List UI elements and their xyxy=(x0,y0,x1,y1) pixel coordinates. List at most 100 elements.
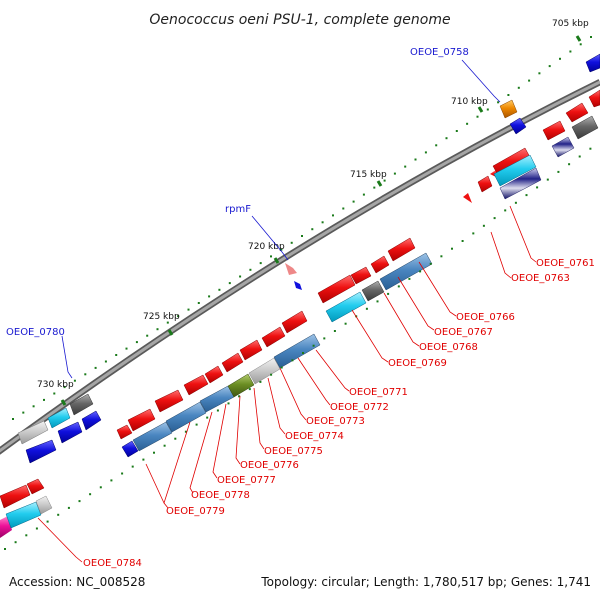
tick-label-710: 710 kbp xyxy=(451,97,488,107)
outer-tick-dot xyxy=(177,315,180,318)
inner-tick-dot xyxy=(440,255,443,258)
gene-label-oeoe-0780[interactable]: OEOE_0780 xyxy=(6,327,65,338)
inner-tick-dot xyxy=(493,217,496,220)
inner-tick-dot xyxy=(365,307,368,310)
gene-label-oeoe-0766[interactable]: OEOE_0766 xyxy=(456,312,515,323)
gene-label-oeoe-0784[interactable]: OEOE_0784 xyxy=(83,558,142,569)
gene-label-oeoe-0772[interactable]: OEOE_0772 xyxy=(330,402,389,413)
inner-tick-dot xyxy=(216,409,219,412)
inner-tick-dot xyxy=(57,513,60,516)
inner-tick-dot xyxy=(546,178,549,181)
blue-gene-labels: OEOE_0758 rpmF OEOE_0780 xyxy=(6,47,469,338)
inner-tick-dot xyxy=(461,240,464,242)
red-leader-lines xyxy=(37,205,537,563)
outer-tick-dot xyxy=(104,360,107,363)
blue-leader-lines xyxy=(61,59,501,379)
inner-tick-dot xyxy=(525,194,528,197)
inner-tick-dot xyxy=(99,486,102,489)
gene-label-rpmf[interactable]: rpmF xyxy=(225,204,251,215)
outer-tick-dot xyxy=(497,101,500,104)
genes-inner-red xyxy=(0,89,600,509)
outer-tick-dot xyxy=(538,72,541,75)
outer-tick-dot xyxy=(373,186,376,189)
inner-tick-dot xyxy=(110,479,113,482)
outer-tick-dot xyxy=(507,94,510,96)
inner-tick-dot xyxy=(67,506,70,509)
outer-tick-dot xyxy=(259,262,262,265)
outer-tick-dot xyxy=(280,248,283,251)
gene-label-oeoe-0758[interactable]: OEOE_0758 xyxy=(410,47,469,58)
inner-tick-dot xyxy=(312,344,315,347)
genes-inner-track2 xyxy=(0,115,599,538)
inner-tick-dot xyxy=(504,209,507,212)
outer-tick-dot xyxy=(270,255,272,258)
inner-tick-dot xyxy=(121,472,124,475)
tick-label-715: 715 kbp xyxy=(350,170,387,180)
outer-tick-dot xyxy=(455,130,458,132)
outer-tick-dot xyxy=(569,50,572,53)
outer-tick-dot xyxy=(352,200,355,203)
outer-tick-dot xyxy=(517,86,520,89)
outer-tick-dot xyxy=(166,321,169,324)
inner-tick-dot xyxy=(131,465,134,468)
gene-label-oeoe-0777[interactable]: OEOE_0777 xyxy=(217,475,276,486)
inner-tick-dot xyxy=(429,262,432,265)
inner-tick-dot xyxy=(259,380,262,383)
gene-label-oeoe-0769[interactable]: OEOE_0769 xyxy=(388,358,447,369)
outer-tick-dot xyxy=(115,354,118,356)
gene-label-oeoe-0767[interactable]: OEOE_0767 xyxy=(434,327,493,338)
inner-tick-dot xyxy=(248,388,251,391)
inner-tick-dot xyxy=(14,541,17,544)
red-gene-labels: OEOE_0761 OEOE_0763 OEOE_0766 OEOE_0767 … xyxy=(83,258,595,569)
gene-label-oeoe-0774[interactable]: OEOE_0774 xyxy=(285,431,344,442)
outer-tick-dot xyxy=(125,347,128,350)
gene-label-oeoe-0768[interactable]: OEOE_0768 xyxy=(419,342,478,353)
accession-text: Accession: NC_008528 xyxy=(9,575,145,589)
outer-tick-dot xyxy=(342,207,345,210)
tick-label-720: 720 kbp xyxy=(248,242,285,252)
outer-tick-dot xyxy=(22,411,25,414)
gene-label-oeoe-0763[interactable]: OEOE_0763 xyxy=(511,273,570,284)
outer-tick-dot xyxy=(94,366,97,369)
outer-tick-dot xyxy=(197,302,200,304)
outer-tick-dot xyxy=(146,334,149,337)
gene-label-oeoe-0773[interactable]: OEOE_0773 xyxy=(306,416,365,427)
inner-tick-dot xyxy=(238,395,241,398)
inner-tick-dot xyxy=(291,359,294,362)
inner-tick-dot xyxy=(514,201,517,204)
inner-tick-dot xyxy=(419,270,422,273)
inner-tick-dot xyxy=(280,366,283,369)
outer-tick-dot xyxy=(393,172,396,175)
outer-tick-dot xyxy=(53,392,56,395)
inner-tick-dot xyxy=(270,373,273,376)
inner-tick-dot xyxy=(163,444,166,447)
inner-tick-dot xyxy=(536,186,539,189)
inner-tick-dot xyxy=(344,322,347,325)
outer-tick-dot xyxy=(73,379,76,382)
outer-tick-dot xyxy=(249,268,252,271)
outer-tick-dot xyxy=(590,36,592,38)
outer-tick-dot xyxy=(414,158,417,161)
gene-label-oeoe-0779[interactable]: OEOE_0779 xyxy=(166,506,225,517)
outer-tick-dot xyxy=(332,214,334,217)
gene-label-oeoe-0771[interactable]: OEOE_0771 xyxy=(349,387,408,398)
gene-label-oeoe-0778[interactable]: OEOE_0778 xyxy=(191,490,250,501)
outer-tick-dot xyxy=(32,405,35,408)
inner-tick-dot xyxy=(387,292,390,295)
gene-label-oeoe-0776[interactable]: OEOE_0776 xyxy=(240,460,299,471)
inner-tick-dot xyxy=(323,337,326,340)
outer-tick-dot xyxy=(466,122,469,125)
genome-summary-text: Topology: circular; Length: 1,780,517 bp… xyxy=(260,575,591,589)
gene-label-oeoe-0775[interactable]: OEOE_0775 xyxy=(264,446,323,457)
tick-label-730: 730 kbp xyxy=(37,380,74,390)
inner-tick-dot xyxy=(472,232,475,235)
inner-tick-dot xyxy=(174,437,177,440)
inner-tick-dot xyxy=(451,247,453,250)
gene-label-oeoe-0761[interactable]: OEOE_0761 xyxy=(536,258,595,269)
outer-tick-dot xyxy=(383,179,386,182)
outer-tick-dot xyxy=(476,115,479,118)
outer-tick-dot xyxy=(311,228,314,231)
inner-tick-dot xyxy=(333,330,336,332)
outer-tick-dot xyxy=(228,282,231,285)
